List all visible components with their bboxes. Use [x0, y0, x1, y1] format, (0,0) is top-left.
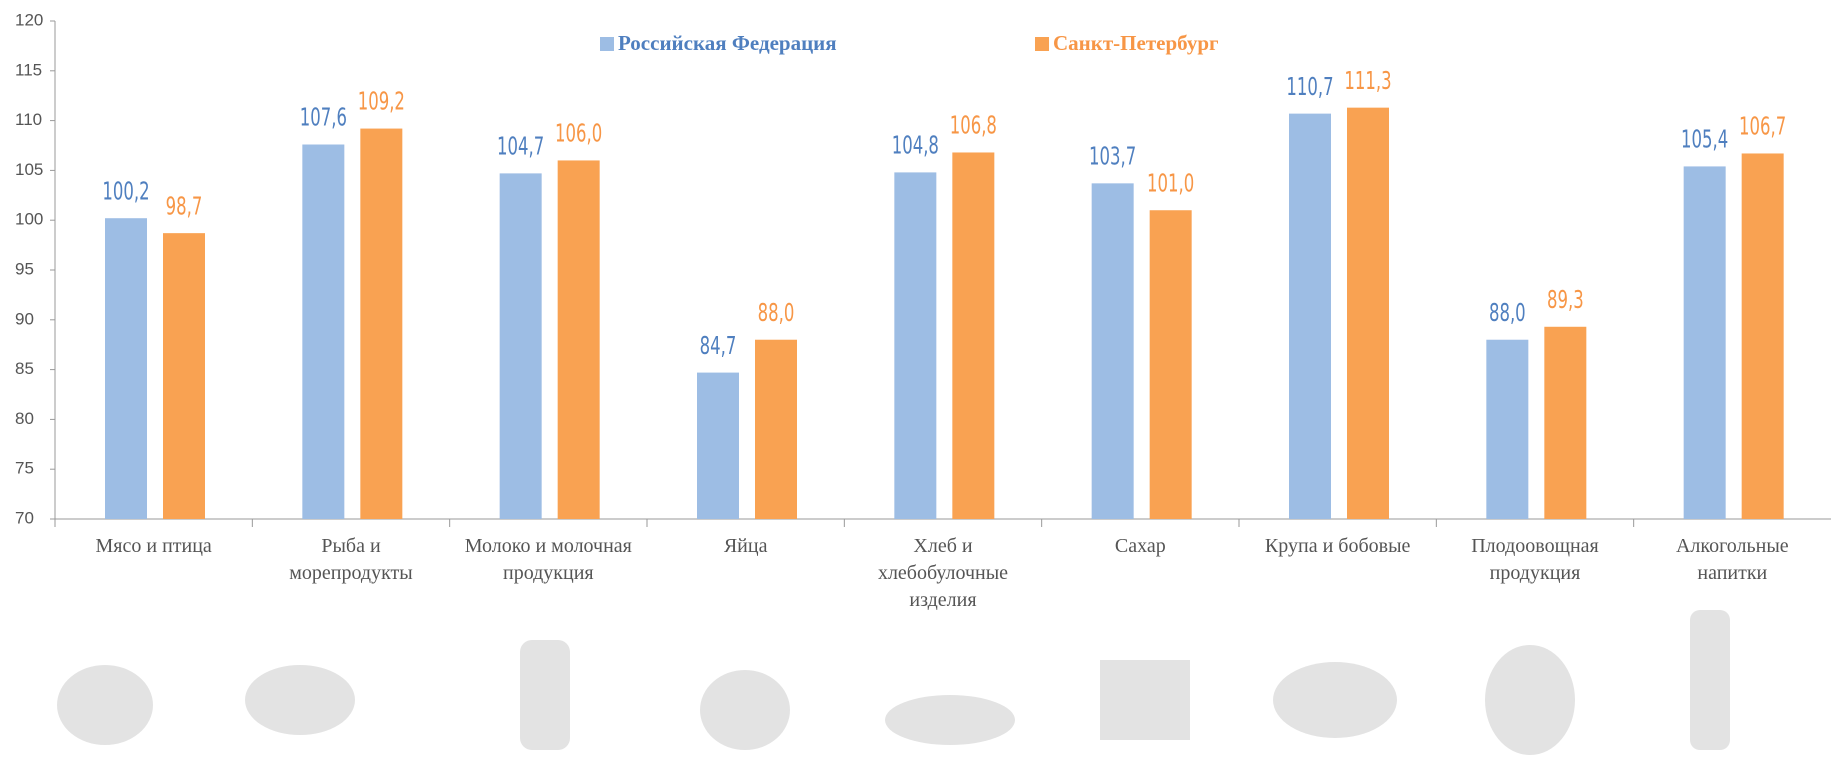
x-tick-label: Крупа и бобовые	[1264, 535, 1411, 557]
bar	[1091, 183, 1134, 519]
data-label: 104,7	[497, 132, 544, 162]
data-label: 100,2	[102, 177, 149, 207]
bar	[557, 160, 600, 519]
x-tick-label: Хлеб и хлебобулочные изделия	[877, 535, 1009, 611]
y-tick-label: 80	[15, 409, 34, 428]
y-tick-label: 70	[15, 508, 34, 527]
bar	[894, 172, 937, 519]
y-tick-label: 75	[15, 459, 34, 478]
data-label: 106,0	[555, 119, 602, 149]
bar	[302, 144, 345, 519]
y-tick-label: 95	[15, 259, 34, 278]
data-label: 110,7	[1286, 72, 1333, 102]
bar	[1149, 210, 1192, 520]
bar	[1544, 326, 1587, 519]
data-label: 107,6	[300, 103, 347, 133]
bar	[1347, 107, 1389, 519]
bar	[1683, 166, 1726, 519]
data-label: 106,8	[950, 111, 997, 141]
legend-swatch	[600, 37, 614, 51]
y-tick-label: 110	[15, 110, 42, 129]
data-label: 111,3	[1344, 66, 1391, 96]
bar	[1289, 113, 1331, 520]
data-label: 105,4	[1681, 125, 1728, 155]
bar	[105, 218, 147, 519]
x-tick-label: Рыба и морепродукты	[289, 535, 413, 584]
bar	[755, 339, 797, 519]
y-tick-label: 85	[15, 359, 34, 378]
y-tick-label: 115	[15, 60, 42, 79]
data-label: 106,7	[1739, 112, 1786, 142]
legend-label: Санкт-Петербург	[1053, 31, 1219, 55]
data-label: 88,0	[758, 298, 795, 328]
data-label: 98,7	[166, 192, 203, 222]
x-tick-label: Алкогольные напитки	[1675, 535, 1789, 584]
data-label: 103,7	[1089, 142, 1136, 172]
bar	[697, 372, 739, 519]
bar	[499, 173, 542, 519]
data-label: 88,0	[1489, 298, 1526, 328]
x-tick-label: Мясо и птица	[95, 535, 212, 557]
x-tick-label: Сахар	[1114, 535, 1166, 557]
bar	[1486, 339, 1529, 519]
x-tick-label: Плодоовощная продукция	[1471, 535, 1599, 584]
bar	[952, 152, 995, 520]
x-tick-label: Молоко и молочная продукция	[464, 535, 632, 584]
data-label: 101,0	[1147, 169, 1194, 199]
y-tick-label: 120	[15, 10, 43, 29]
legend-label: Российская Федерация	[618, 31, 837, 55]
data-label: 89,3	[1547, 285, 1584, 315]
y-tick-label: 90	[15, 309, 34, 328]
y-tick-label: 105	[15, 160, 43, 179]
x-tick-label: Яйца	[723, 535, 768, 557]
y-tick-label: 100	[15, 210, 43, 229]
data-label: 109,2	[358, 87, 405, 117]
bar	[360, 128, 403, 519]
data-label: 84,7	[700, 331, 737, 361]
data-label: 104,8	[892, 131, 939, 161]
bar	[1741, 153, 1784, 519]
bar	[163, 233, 205, 519]
icons	[57, 610, 1730, 755]
legend-swatch	[1035, 37, 1049, 51]
